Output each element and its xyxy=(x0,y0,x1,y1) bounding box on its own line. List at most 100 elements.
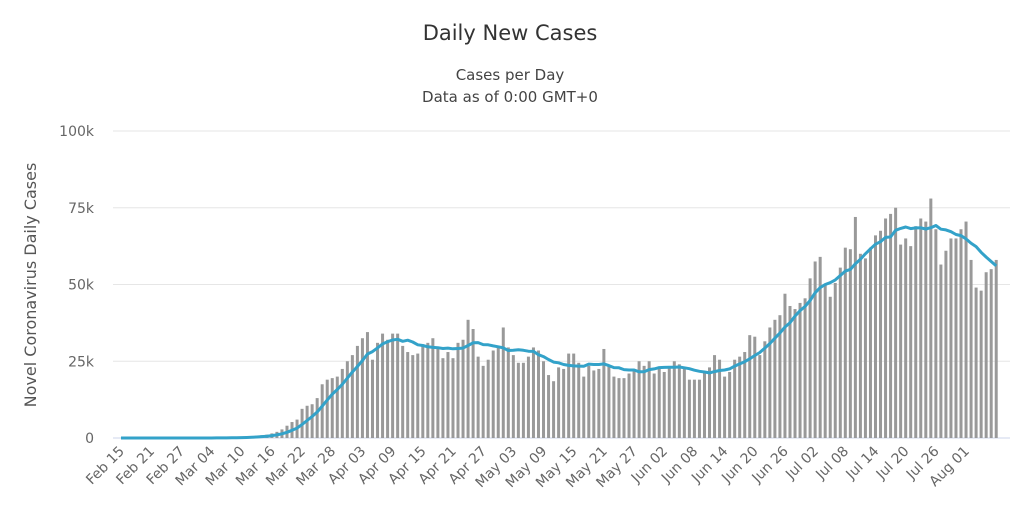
y-tick-label: 50k xyxy=(68,278,95,294)
bar xyxy=(496,345,500,438)
bar xyxy=(904,238,908,438)
bar xyxy=(798,302,802,438)
bar xyxy=(436,347,440,438)
bar xyxy=(371,359,374,438)
bar xyxy=(587,365,591,438)
bar xyxy=(542,361,546,438)
bar xyxy=(335,376,339,438)
bar xyxy=(788,305,792,438)
bar xyxy=(441,358,445,438)
bar xyxy=(743,352,747,438)
bar xyxy=(476,356,480,438)
bar xyxy=(748,335,752,438)
bar xyxy=(813,261,817,438)
bar xyxy=(622,378,626,438)
bar xyxy=(723,376,727,438)
x-tick-label: Jul 08 xyxy=(812,444,852,484)
bar xyxy=(863,258,867,438)
bar xyxy=(381,333,385,438)
bar xyxy=(924,221,928,438)
bar xyxy=(874,235,877,438)
bar xyxy=(989,269,993,438)
bar xyxy=(491,350,495,438)
y-tick-label: 0 xyxy=(85,431,94,447)
chart-title: Daily New Cases xyxy=(423,21,598,45)
bar xyxy=(687,379,691,438)
bar xyxy=(466,319,470,438)
x-tick-label: Jul 02 xyxy=(782,444,822,484)
bar xyxy=(612,376,616,438)
bar xyxy=(547,375,551,438)
bar xyxy=(607,365,611,438)
bar xyxy=(778,315,782,438)
bar xyxy=(959,229,963,438)
bar xyxy=(310,404,314,438)
bar xyxy=(692,379,696,438)
bar xyxy=(526,356,530,438)
y-tick-label: 25k xyxy=(68,354,95,370)
chart-subtitle-1: Cases per Day xyxy=(456,66,565,84)
bar xyxy=(909,246,913,438)
bar xyxy=(657,368,661,438)
bar xyxy=(682,367,686,438)
x-tick-label: Jul 14 xyxy=(843,443,883,483)
bar xyxy=(929,198,933,438)
bar xyxy=(758,355,762,438)
bar xyxy=(803,298,807,438)
bar xyxy=(713,355,717,438)
bar xyxy=(330,378,334,438)
bar xyxy=(843,247,847,438)
bar xyxy=(954,238,958,438)
bar xyxy=(808,278,812,438)
bar xyxy=(511,355,515,438)
bar xyxy=(461,339,465,438)
bar xyxy=(783,293,787,438)
bar xyxy=(939,264,943,438)
bar xyxy=(376,342,380,438)
bar xyxy=(894,207,898,438)
bar xyxy=(582,376,586,438)
bar xyxy=(411,355,415,438)
bar xyxy=(431,338,435,438)
bar xyxy=(516,362,520,438)
bar xyxy=(536,350,540,438)
bar xyxy=(627,373,631,438)
bar xyxy=(702,371,706,438)
bar xyxy=(738,356,742,438)
bar xyxy=(899,244,903,438)
bar xyxy=(914,226,918,438)
bar xyxy=(994,259,998,438)
bar xyxy=(984,272,988,438)
bar xyxy=(768,327,772,438)
bar xyxy=(667,367,671,438)
bar xyxy=(406,352,410,438)
bar xyxy=(617,378,621,438)
chart-subtitle-2: Data as of 0:00 GMT+0 xyxy=(422,88,598,106)
bar xyxy=(647,361,651,438)
y-tick-label: 75k xyxy=(68,201,95,217)
bar xyxy=(396,333,400,438)
bar xyxy=(974,287,978,438)
bar xyxy=(672,361,676,438)
bar xyxy=(471,329,475,438)
bar xyxy=(315,398,319,438)
bar xyxy=(858,253,862,438)
y-axis-title: Novel Coronavirus Daily Cases xyxy=(21,163,40,408)
bar xyxy=(793,309,797,438)
x-tick-label: Jul 20 xyxy=(873,444,913,484)
bar xyxy=(934,229,938,438)
bar xyxy=(557,367,561,438)
bar xyxy=(365,332,369,438)
bar xyxy=(562,368,566,438)
bar xyxy=(718,359,722,438)
bar xyxy=(728,371,732,438)
bar xyxy=(602,348,606,438)
bar xyxy=(964,221,968,438)
bar xyxy=(446,352,450,438)
bar xyxy=(637,361,641,438)
bar xyxy=(632,368,636,438)
bar xyxy=(763,341,767,438)
bar xyxy=(979,290,983,438)
bar xyxy=(416,353,420,438)
